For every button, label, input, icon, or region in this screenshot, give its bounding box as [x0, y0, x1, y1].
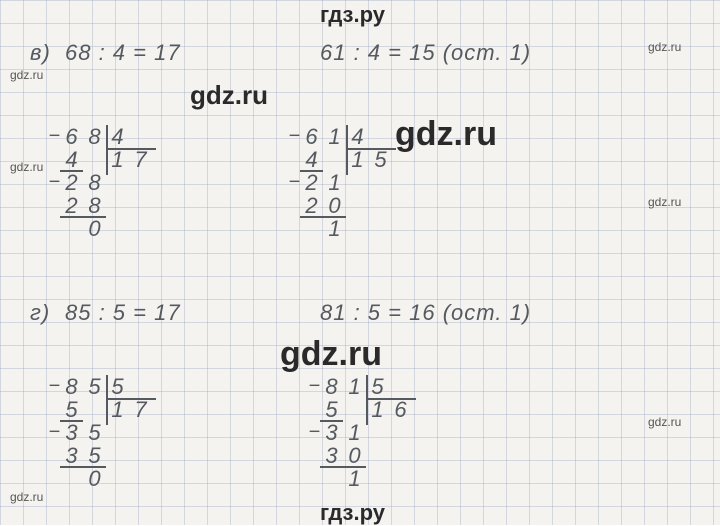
equation: 81 : 5 = 16 (ост. 1) — [320, 300, 531, 326]
problem-label: в) — [30, 40, 51, 66]
watermark: gdz.ru — [395, 115, 497, 154]
page-content: гдз.ру гдз.ру gdz.ru gdz.ru gdz.ru gdz.ru gd… — [0, 0, 720, 525]
long-division: −614415−21201 — [300, 125, 402, 240]
watermark: gdz.ru — [10, 68, 43, 82]
footer-watermark: гдз.ру — [320, 500, 385, 526]
equation: 61 : 4 = 15 (ост. 1) — [320, 40, 531, 66]
header-watermark: гдз.ру — [320, 2, 385, 28]
watermark: gdz.ru — [648, 40, 681, 54]
long-division: −855517−35350 — [60, 375, 162, 490]
equation: 85 : 5 = 17 — [65, 300, 181, 326]
long-division: −815516−31301 — [320, 375, 422, 490]
watermark: gdz.ru — [190, 80, 268, 111]
watermark: gdz.ru — [648, 415, 681, 429]
watermark: gdz.ru — [648, 195, 681, 209]
equation: 68 : 4 = 17 — [65, 40, 181, 66]
long-division: −684417−28280 — [60, 125, 162, 240]
watermark: gdz.ru — [10, 490, 43, 504]
problem-label: г) — [30, 300, 50, 326]
watermark: gdz.ru — [10, 160, 43, 174]
watermark: gdz.ru — [280, 335, 382, 374]
